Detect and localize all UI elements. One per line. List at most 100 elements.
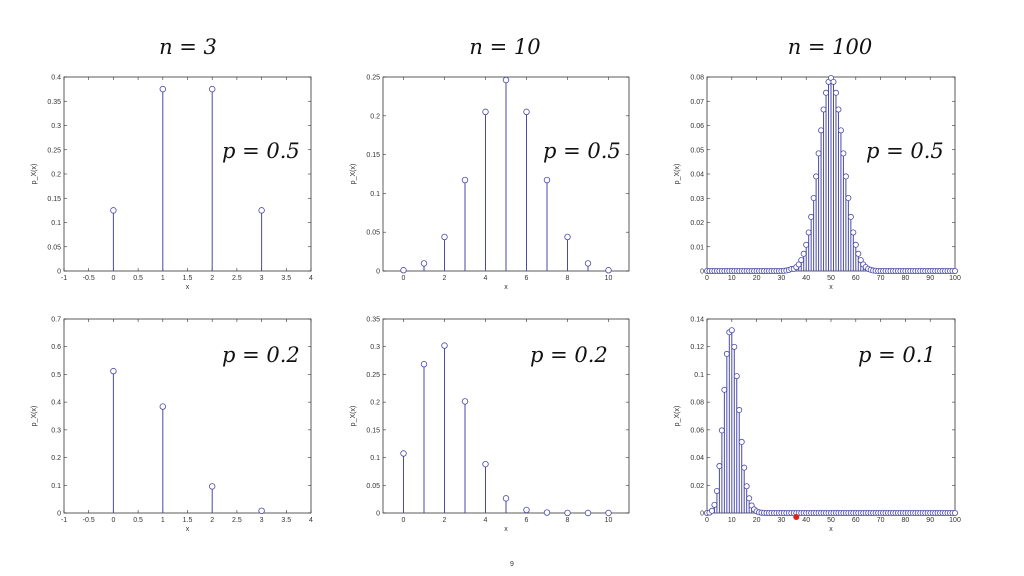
x-tick-label: 4 xyxy=(309,275,313,282)
stem-marker xyxy=(420,260,428,267)
x-tick-label: 10 xyxy=(728,275,736,282)
stem-marker xyxy=(110,207,117,214)
stem-marker xyxy=(798,257,805,264)
x-tick-label: 6 xyxy=(525,275,529,282)
stem-marker xyxy=(728,327,735,334)
stem-plot-1: -1 -0.5 0 0.5 1 1.5 2 2.5 3 3.5 4 0 0.05 0.1 0.15 0.2 0.… xyxy=(31,75,313,292)
stem-marker xyxy=(805,229,812,236)
stem-plot-5: 0 2 4 6 8 10 0 0.05 0.1 0.15 0.2 0.25 0.3 0.35 x p_X(x)… xyxy=(350,317,630,533)
y-tick-label: 0.1 xyxy=(51,483,61,490)
y-tick-label: 0.05 xyxy=(366,483,380,490)
y-tick-label: 0.12 xyxy=(690,344,704,351)
stem-marker xyxy=(441,233,448,241)
y-tick-label: 0.04 xyxy=(690,172,704,179)
y-tick-label: 0.05 xyxy=(366,230,380,237)
x-tick-label: 0 xyxy=(111,517,115,524)
x-tick-label: 60 xyxy=(852,517,860,524)
x-tick-label: 0 xyxy=(402,275,406,282)
column-title-n3: n = 3 xyxy=(159,35,217,59)
stem-marker xyxy=(823,89,830,96)
stem-marker xyxy=(159,85,166,93)
x-tick-label: 0.5 xyxy=(133,517,143,524)
x-tick-label: 3.5 xyxy=(281,275,291,282)
stem-plot-4: -1 -0.5 0 0.5 1 1.5 2 2.5 3 3.5 4 0 0.1 0.2 0.3 0.4 0.5 0… xyxy=(31,317,313,534)
y-axis-label: p_X(x) xyxy=(350,164,357,185)
stem-marker xyxy=(543,509,551,516)
stem-marker xyxy=(723,350,730,357)
stem-marker xyxy=(159,403,166,410)
x-axis-label: x xyxy=(829,284,833,291)
x-tick-label: 3.5 xyxy=(281,517,291,524)
x-tick-label: 70 xyxy=(877,517,885,524)
stem-marker xyxy=(482,108,489,116)
stem-marker xyxy=(543,176,551,184)
y-tick-label: 0.14 xyxy=(690,317,704,324)
x-tick-label: 60 xyxy=(852,275,860,282)
stem-marker xyxy=(584,260,592,267)
y-tick-label: 0.08 xyxy=(690,400,704,407)
stem-marker xyxy=(441,342,448,349)
stem-marker xyxy=(482,460,489,468)
x-tick-label: 0 xyxy=(111,275,115,282)
y-tick-label: 0 xyxy=(57,511,61,518)
y-tick-label: 0.5 xyxy=(51,372,61,379)
x-tick-label: 30 xyxy=(778,517,786,524)
y-tick-label: 0.25 xyxy=(366,372,380,379)
probability-annotation: p = 0.5 xyxy=(222,139,300,163)
y-tick-label: 0 xyxy=(700,511,704,518)
y-tick-label: 0.1 xyxy=(370,455,380,462)
x-tick-label: 90 xyxy=(926,275,934,282)
stem-marker xyxy=(832,89,839,96)
x-tick-label: 80 xyxy=(902,517,910,524)
stem-marker xyxy=(810,195,817,202)
x-tick-label: 2 xyxy=(210,517,214,524)
y-tick-label: 0.07 xyxy=(690,99,704,106)
stem-marker xyxy=(952,509,959,516)
stem-marker xyxy=(721,386,728,393)
y-axis-label: p_X(x) xyxy=(31,406,38,427)
stem-marker xyxy=(258,507,265,514)
stem-marker xyxy=(738,438,745,445)
x-tick-label: 2.5 xyxy=(232,275,242,282)
x-axis-label: x xyxy=(829,526,833,533)
plot-frame xyxy=(706,318,956,514)
y-tick-label: 0 xyxy=(700,269,704,276)
y-tick-label: 0.35 xyxy=(366,317,380,324)
page-number: 9 xyxy=(510,561,514,568)
y-axis-label: p_X(x) xyxy=(674,406,681,427)
stem-marker xyxy=(713,487,720,494)
y-tick-label: 0.25 xyxy=(366,75,380,82)
stem-marker xyxy=(110,367,117,375)
y-axis-label: p_X(x) xyxy=(31,164,38,185)
stem-marker xyxy=(208,85,216,93)
probability-annotation: p = 0.5 xyxy=(866,139,944,163)
y-tick-label: 0.01 xyxy=(690,244,704,251)
plot-frame xyxy=(63,76,312,272)
x-tick-label: 10 xyxy=(605,275,613,282)
y-tick-label: 0.15 xyxy=(366,152,380,159)
stem-marker xyxy=(800,250,807,257)
x-tick-label: 1 xyxy=(161,517,165,524)
x-tick-label: 1.5 xyxy=(183,275,193,282)
y-tick-label: 0.2 xyxy=(370,400,380,407)
x-tick-label: 10 xyxy=(605,517,613,524)
stem-marker xyxy=(716,463,723,470)
y-tick-label: 0.25 xyxy=(47,147,61,154)
y-tick-label: 0.1 xyxy=(694,372,704,379)
stem-marker xyxy=(420,361,428,368)
x-tick-label: 70 xyxy=(877,275,885,282)
stem-plot-3: 0 10 20 30 40 50 60 70 80 90 100 0 0.01 0.02 0.03 0.04 0… xyxy=(674,75,961,292)
x-tick-label: 30 xyxy=(778,275,786,282)
x-tick-label: 20 xyxy=(753,275,761,282)
x-tick-label: 0 xyxy=(402,517,406,524)
stem-marker xyxy=(820,106,827,113)
plot-frame xyxy=(63,318,312,514)
stem-marker xyxy=(733,373,740,380)
stem-marker xyxy=(830,78,837,85)
stem-marker xyxy=(813,173,820,180)
x-tick-label: 40 xyxy=(802,517,810,524)
y-tick-label: 0.04 xyxy=(690,455,704,462)
x-tick-label: 80 xyxy=(902,275,910,282)
x-tick-label: 4 xyxy=(309,517,313,524)
